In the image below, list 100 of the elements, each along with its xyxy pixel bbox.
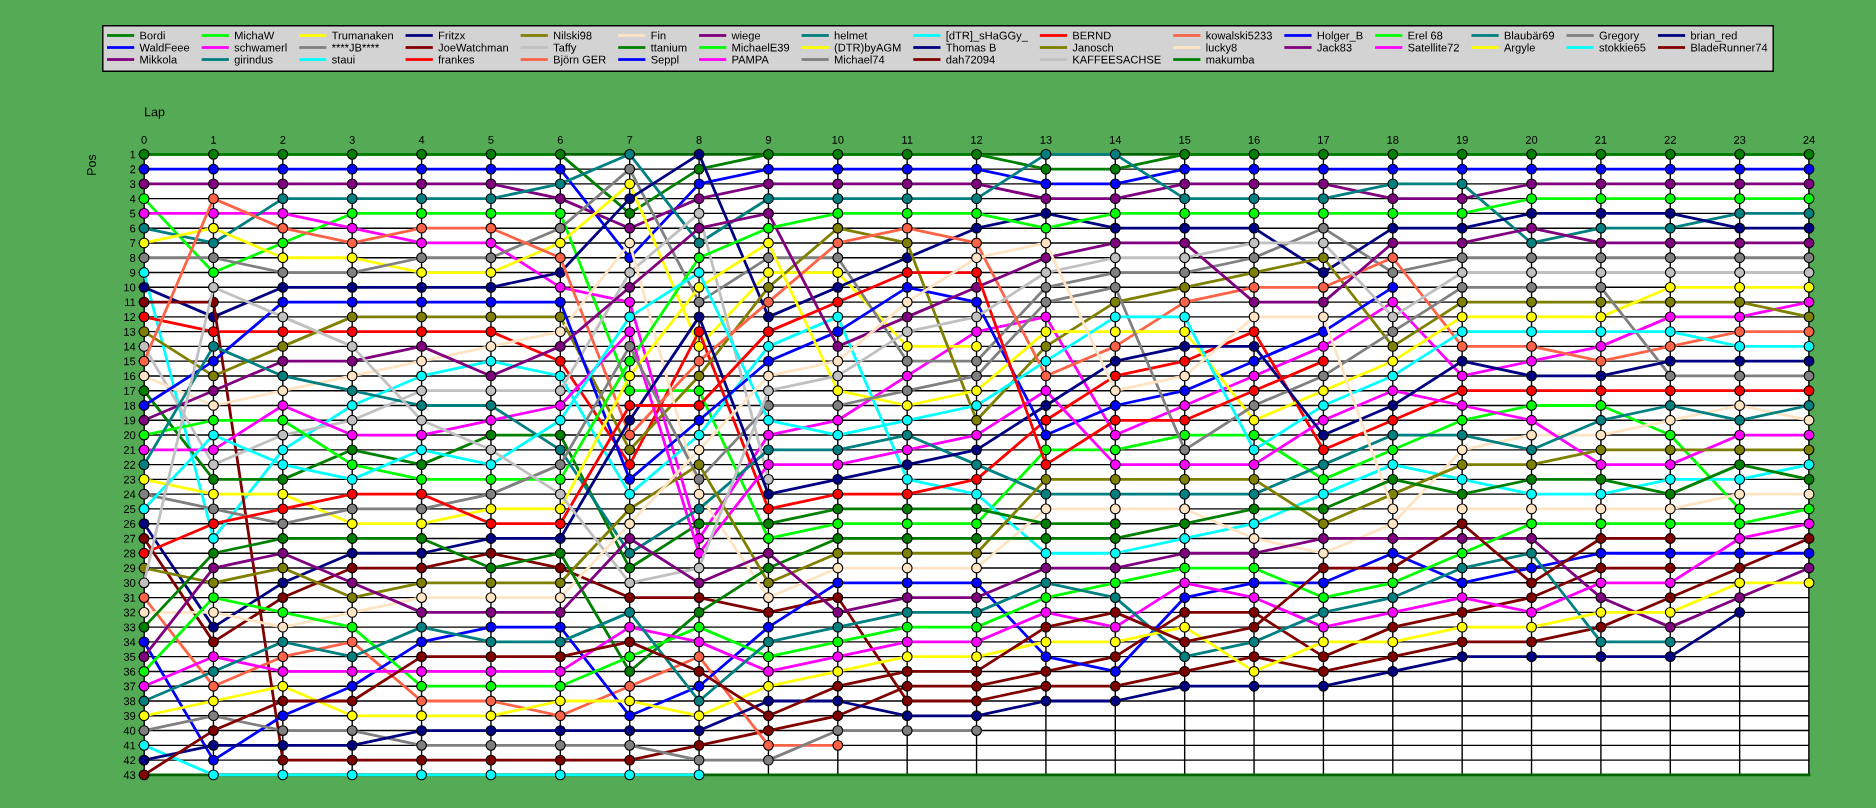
point — [554, 725, 566, 736]
point — [1526, 459, 1537, 471]
point — [1595, 503, 1607, 515]
point — [1456, 237, 1468, 249]
legend-label: WaldFeee — [139, 43, 190, 52]
point — [624, 326, 636, 338]
point — [1803, 385, 1815, 397]
point — [554, 208, 566, 219]
point — [485, 533, 497, 544]
point — [138, 148, 150, 160]
point — [485, 252, 497, 264]
point — [138, 340, 150, 352]
point — [208, 533, 219, 544]
point — [1664, 533, 1676, 544]
point — [1803, 370, 1815, 382]
point — [277, 503, 289, 515]
point — [208, 429, 219, 441]
point — [1179, 326, 1191, 338]
point — [485, 193, 497, 205]
point — [901, 385, 913, 397]
point — [901, 533, 913, 544]
point — [832, 385, 844, 397]
point — [1387, 459, 1399, 471]
point — [1387, 577, 1399, 589]
point — [1456, 621, 1468, 633]
legend-label: schwamerl — [234, 43, 287, 52]
point — [1803, 208, 1815, 219]
point — [208, 562, 219, 574]
point — [1387, 163, 1399, 175]
point — [1803, 148, 1815, 160]
point — [1109, 459, 1121, 471]
point — [832, 488, 844, 500]
point — [763, 651, 774, 663]
point — [1040, 547, 1052, 559]
point — [624, 754, 636, 766]
point — [1526, 178, 1537, 190]
point — [416, 488, 427, 500]
point — [1803, 237, 1815, 249]
point — [1387, 355, 1399, 367]
point — [554, 163, 566, 175]
point — [1664, 311, 1676, 323]
point — [277, 429, 289, 441]
point — [901, 651, 913, 663]
point — [763, 222, 774, 234]
point — [901, 503, 913, 515]
point — [346, 385, 358, 397]
point — [1664, 651, 1676, 663]
y-tick-label: 12 — [124, 313, 136, 321]
point — [1803, 429, 1815, 441]
point — [1109, 666, 1121, 677]
point — [1318, 355, 1329, 367]
point — [693, 459, 705, 471]
point — [277, 178, 289, 190]
point — [763, 311, 774, 323]
point — [1595, 533, 1607, 544]
point — [1040, 621, 1052, 633]
point — [1526, 592, 1537, 603]
point — [1526, 547, 1537, 559]
x-tick-label: 4 — [418, 136, 425, 144]
point — [901, 547, 913, 559]
point — [971, 695, 982, 707]
point — [1248, 267, 1260, 278]
point — [1734, 400, 1746, 411]
y-tick-label: 41 — [123, 741, 136, 750]
point — [416, 518, 427, 530]
point — [1040, 429, 1052, 441]
point — [1318, 547, 1329, 559]
point — [901, 473, 913, 485]
point — [901, 222, 913, 234]
point — [208, 208, 219, 219]
point — [1456, 340, 1468, 352]
point — [1040, 592, 1052, 603]
point — [1248, 414, 1260, 426]
point — [693, 769, 705, 781]
point — [1664, 459, 1676, 471]
point — [1734, 281, 1746, 293]
point — [693, 163, 705, 175]
point — [138, 533, 150, 544]
point — [1040, 208, 1052, 219]
y-tick-label: 42 — [123, 756, 136, 765]
point — [138, 651, 150, 663]
point — [208, 592, 219, 603]
point — [416, 459, 427, 471]
point — [208, 503, 219, 515]
point — [1456, 163, 1468, 175]
point — [346, 237, 358, 249]
point — [1526, 606, 1537, 618]
point — [277, 281, 289, 293]
point — [1664, 518, 1676, 530]
point — [1109, 222, 1121, 234]
point — [1664, 178, 1676, 190]
point — [1179, 148, 1191, 160]
point — [1595, 488, 1607, 500]
point — [763, 178, 774, 190]
point — [208, 355, 219, 367]
point — [1109, 518, 1121, 530]
point — [1526, 222, 1537, 234]
point — [901, 311, 913, 323]
point — [485, 370, 497, 382]
point — [693, 178, 705, 190]
